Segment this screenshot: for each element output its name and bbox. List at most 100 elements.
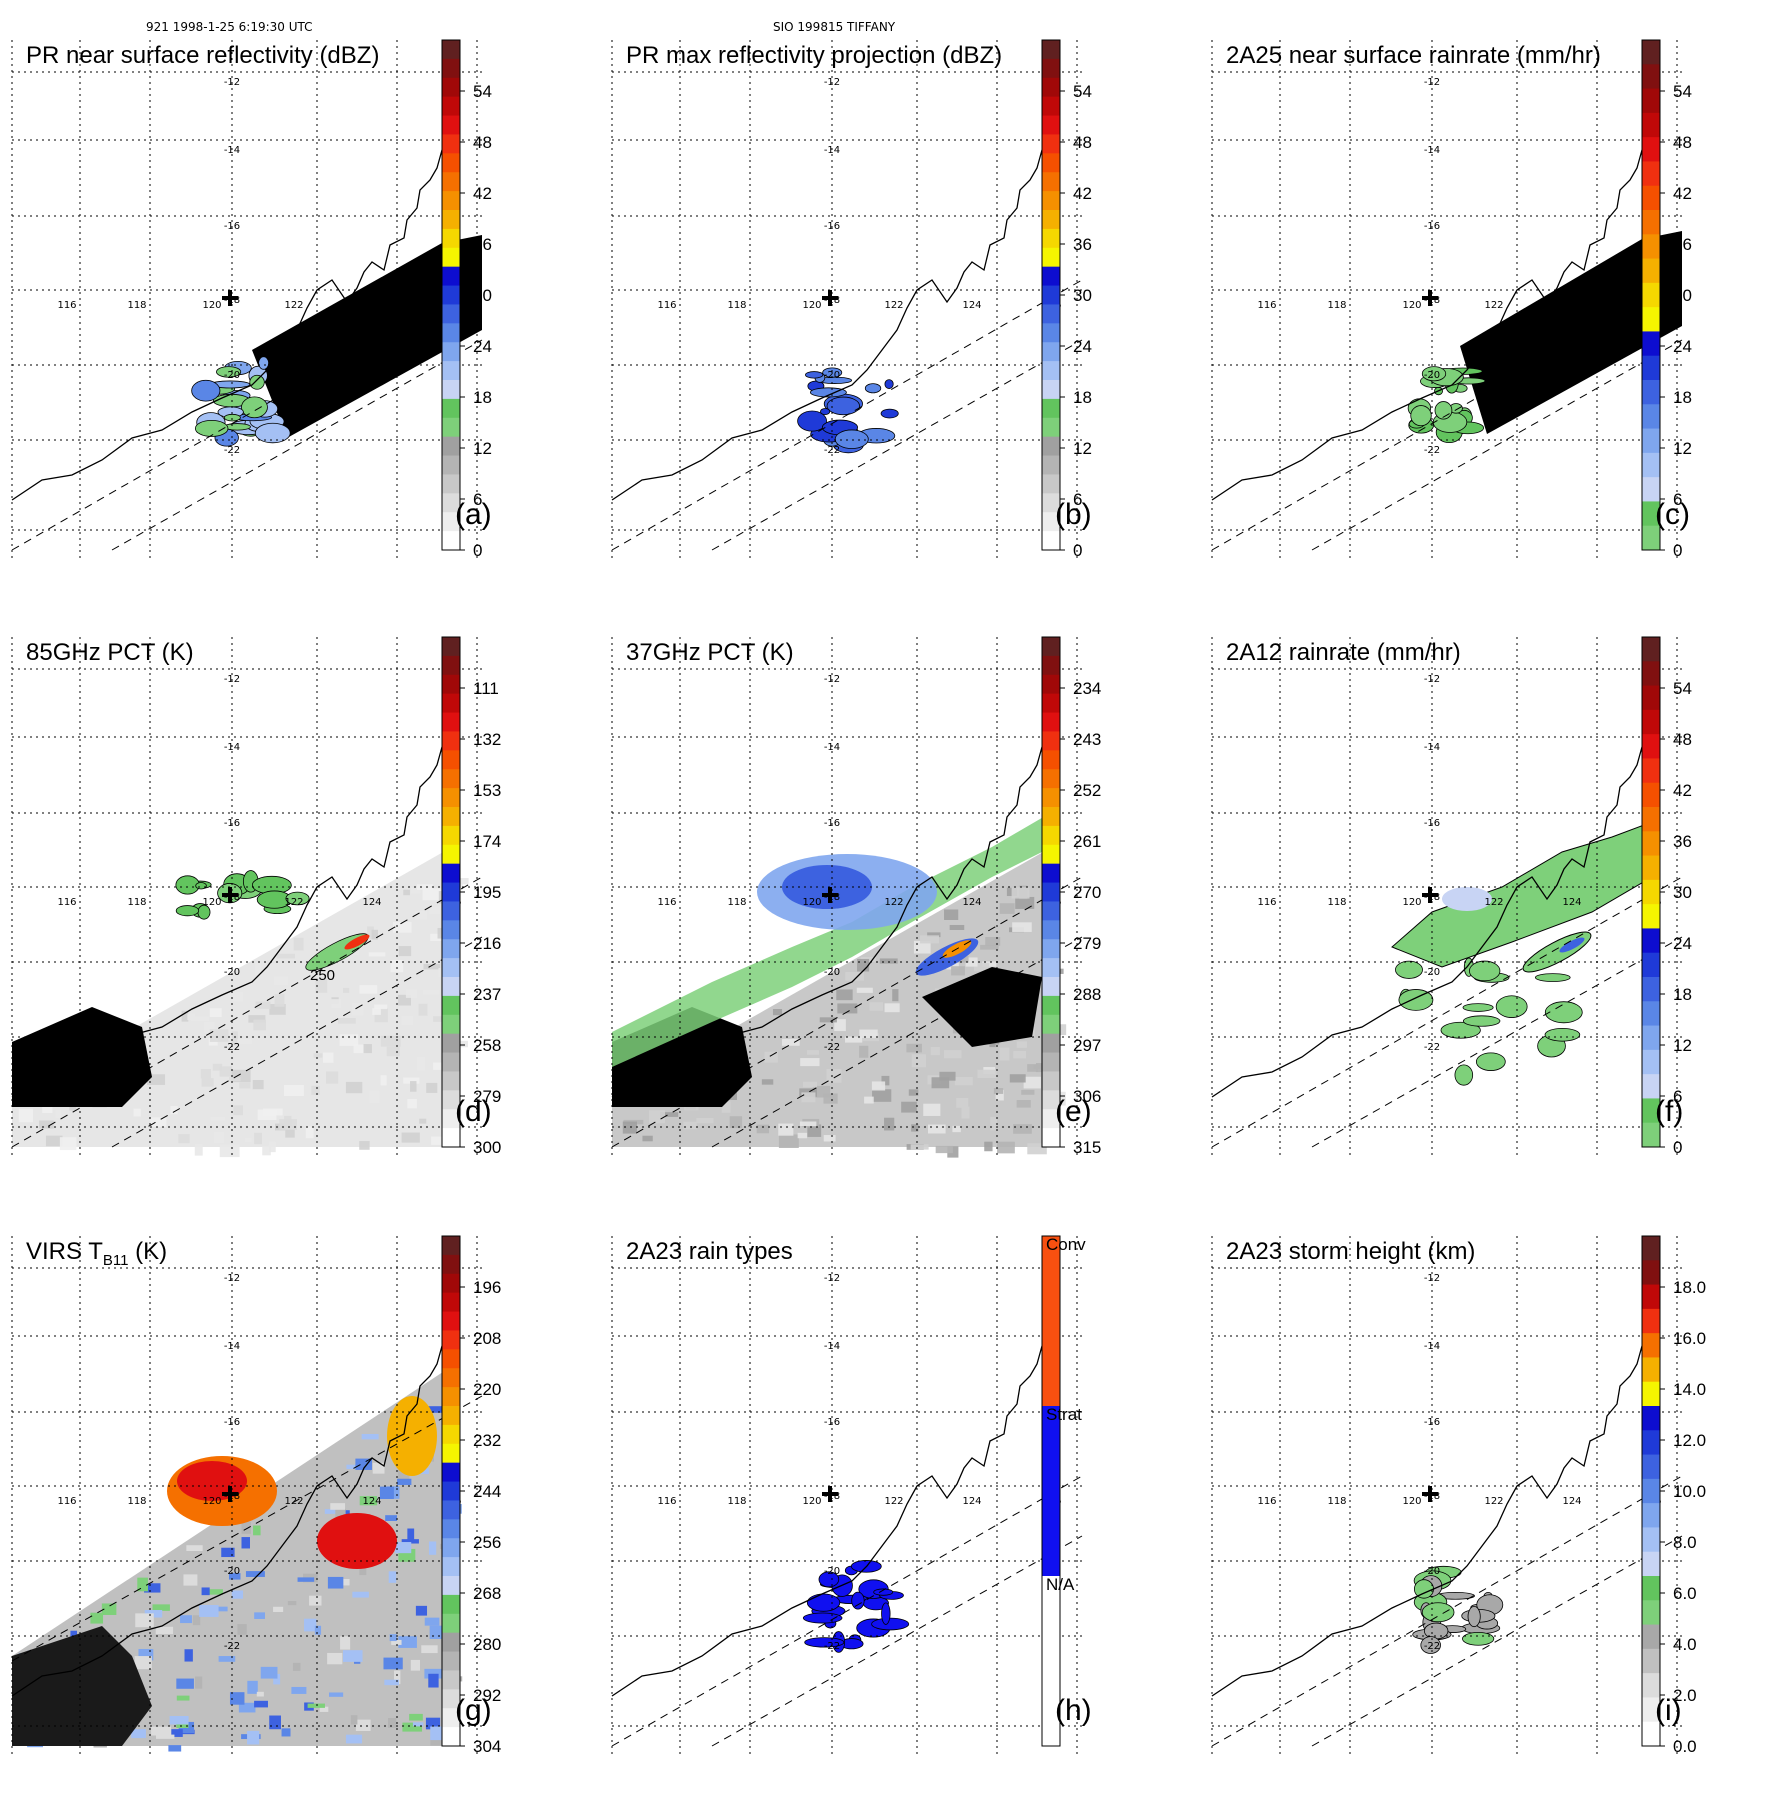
coastline [1211,1335,1651,1697]
lat-label: -14 [224,145,240,156]
green-band [612,812,1052,1067]
rain-cell [1475,1052,1506,1071]
colorbar: 54 48 42 36 30 24 18 12 6 0 [1641,636,1692,1157]
colorbar-tick-label: 279 [1073,934,1101,953]
lat-label: -22 [224,1042,240,1053]
panel-title: 2A23 rain types [626,1238,793,1265]
swath-edge [1311,339,1683,551]
coastline [11,1335,451,1697]
swath-edge [611,279,1083,551]
panel-letter: (c) [1655,498,1690,531]
storm-center-marker [1422,887,1438,903]
lat-label: -12 [224,77,240,88]
colorbar-tick-label: 6.0 [1673,1584,1697,1603]
rain-cell [818,1571,840,1588]
lon-label: 122 [284,300,303,311]
colorbar-tick-label: 30 [1673,883,1692,902]
rain-cell [881,1602,891,1625]
lon-label: 120 [202,1496,221,1507]
colorbar-tick-label: 243 [1073,730,1101,749]
storm-center-marker [222,887,238,903]
colorbar-tick-label: 300 [473,1138,501,1157]
map-grid [1211,1236,1682,1756]
lat-label: -22 [224,445,240,456]
colorbar-tick-label: N/A [1046,1575,1075,1594]
colorbar-tick-label: 12 [1673,439,1692,458]
colorbar: 111 132 153 174 195 216 237 258 279 300 [441,636,501,1157]
map-canvas: 116118120122124126-12-14-16-18-20-225448… [1211,636,1692,1157]
lon-label: 116 [1257,1496,1276,1507]
colorbar-tick-label: 36 [473,235,492,254]
lat-label: -12 [1424,674,1440,685]
rain-cell [805,371,824,379]
rain-cell [1440,1021,1481,1039]
swath-edge [711,936,1083,1148]
colorbar-tick-label: 24 [473,337,492,356]
lat-label: -14 [824,145,840,156]
lon-label: 124 [1562,897,1581,908]
lon-label: 116 [657,300,676,311]
colorbar-tick-label: 10.0 [1673,1482,1706,1501]
lat-label: -16 [224,818,240,829]
panel-title: PR near surface reflectivity (dBZ) [26,42,380,69]
no-data-region [1460,231,1682,434]
lat-label: -16 [824,221,840,232]
rain-cell [1544,1001,1583,1024]
storm-center-marker [822,290,838,306]
colorbar-tick-label: 216 [473,934,501,953]
swath-edge [711,339,1083,551]
colorbar-tick-label: 196 [473,1278,501,1297]
colorbar-tick-label: 315 [1073,1138,1101,1157]
rain-cell [1462,1003,1494,1012]
colorbar-tick-label: 54 [1073,82,1092,101]
colorbar-tick-label: 42 [1673,184,1692,203]
map-canvas: 250116118120122124126-12-14-16-18-20-221… [11,636,501,1158]
lon-label: 124 [962,300,981,311]
rain-cell [285,891,310,906]
colorbar-tick-label: 14.0 [1673,1380,1706,1399]
rain-cell [806,1593,841,1612]
lon-label: 122 [884,300,903,311]
colorbar-tick-label: 48 [1673,730,1692,749]
swath-edge [1311,936,1683,1148]
colorbar-tick-label: 208 [473,1329,501,1348]
lon-label: 124 [1562,300,1581,311]
rain-cell [1495,995,1528,1018]
map-grid [11,637,482,1157]
rain-core [1559,937,1585,953]
coastline [611,139,1051,501]
lon-label: 118 [1327,897,1346,908]
lon-label: 118 [727,1496,746,1507]
lon-label: 122 [284,1496,303,1507]
rain-cell [809,387,847,398]
panel-letter: (i) [1655,1694,1682,1727]
rain-cell [797,410,827,432]
colorbar-tick-label: 232 [473,1431,501,1450]
lon-label: 118 [727,300,746,311]
lon-label: 122 [884,897,903,908]
lon-label: 116 [1257,300,1276,311]
colorbar-tick-label: 280 [473,1635,501,1654]
lat-label: -12 [224,1273,240,1284]
header-center-text: SIO 199815 TIFFANY [773,20,896,34]
colorbar-tick-label: 24 [1673,934,1692,953]
colorbar-tick-label: 306 [1073,1087,1101,1106]
rain-cell [851,1591,865,1610]
colorbar: 54 48 42 36 30 24 18 12 6 0 [441,39,492,560]
rain-cell [820,408,831,415]
colorbar-tick-label: 279 [473,1087,501,1106]
storm-center-marker [222,290,238,306]
lat-label: -14 [824,742,840,753]
lat-label: -14 [1424,1341,1440,1352]
lon-label: 120 [202,897,221,908]
rain-cell [1462,1631,1495,1646]
colorbar-tick-label: 30 [473,286,492,305]
lon-label: 120 [1402,1496,1421,1507]
rain-cell [249,374,265,390]
colorbar-tick-label: 268 [473,1584,501,1603]
colorbar-tick-label: 0 [473,541,482,560]
lon-label: 118 [727,897,746,908]
colorbar-tick-label: 174 [473,832,501,851]
lon-label: 124 [962,1496,981,1507]
colorbar: 18.0 16.0 14.0 12.0 10.0 8.0 6.0 4.0 2.0 0.0 [1641,1235,1706,1756]
